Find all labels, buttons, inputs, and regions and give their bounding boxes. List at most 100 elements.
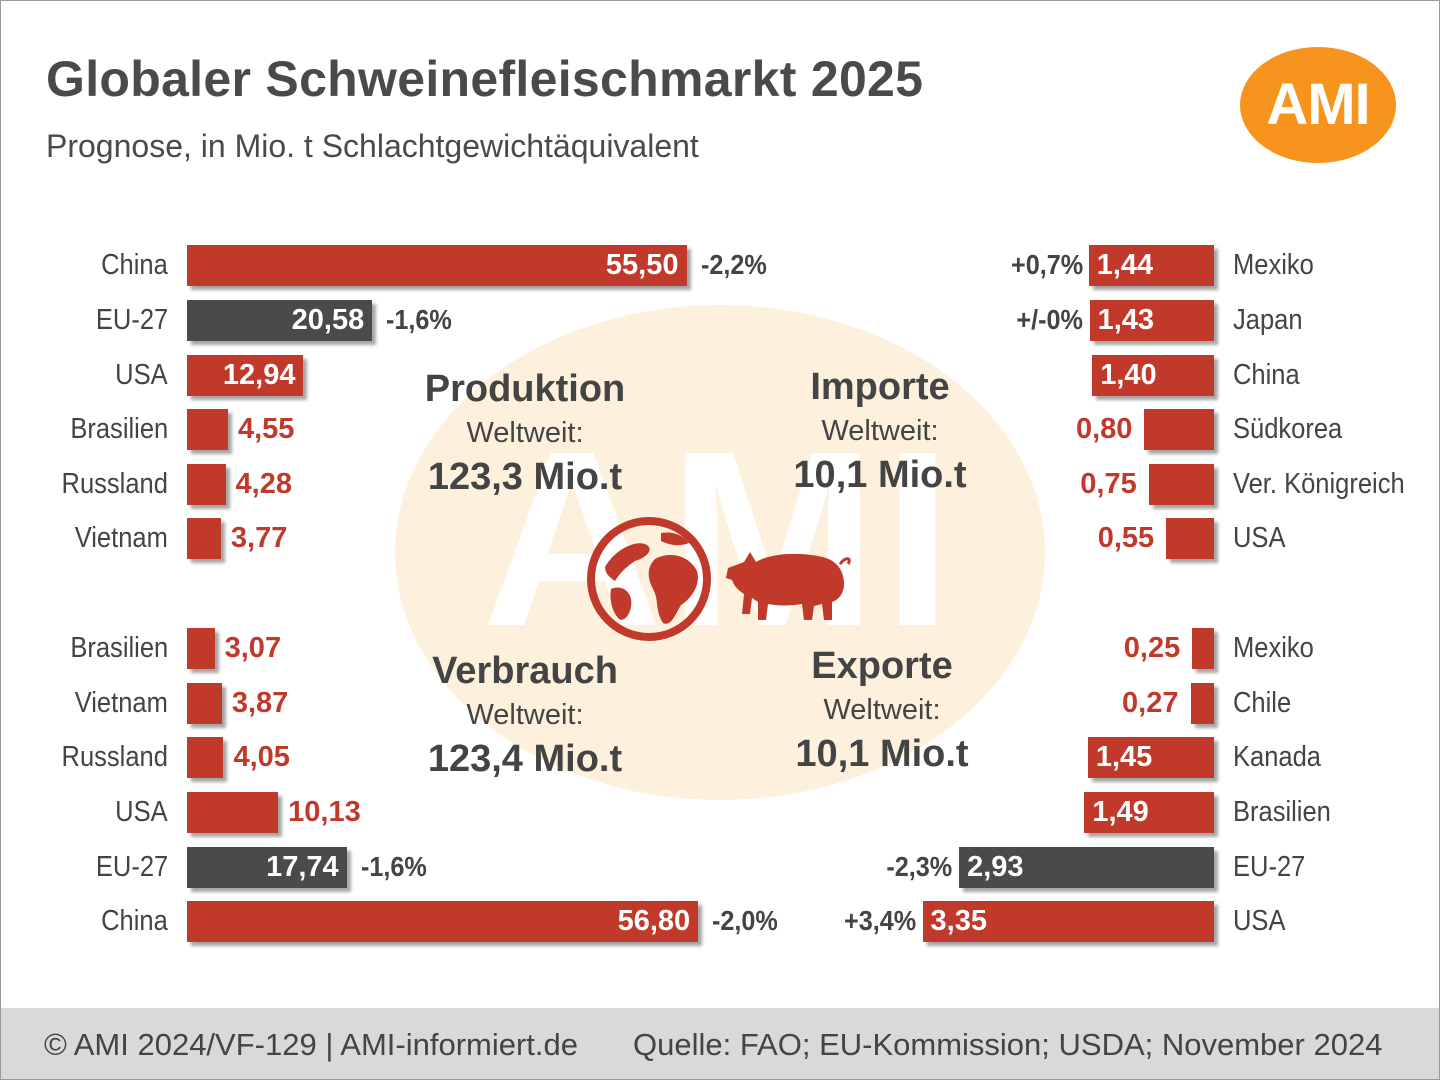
produktion-bar (187, 409, 228, 450)
produktion-category-label: EU-27 (95, 304, 168, 336)
exporte-value-label: 1,45 (1095, 741, 1153, 773)
produktion-box: Produktion Weltweit: 123,3 Mio.t (405, 368, 645, 499)
pig-icon (726, 552, 851, 620)
verbrauch-value-label: 56,80 (617, 905, 691, 937)
importe-box: Importe Weltweit: 10,1 Mio.t (770, 366, 990, 497)
produktion-change-label: -1,6% (386, 304, 453, 335)
produktion-value-label: 4,55 (237, 413, 295, 445)
verbrauch-total: 123,4 Mio.t (427, 738, 623, 780)
verbrauch-bar (187, 901, 699, 942)
exporte-heading: Exporte (811, 645, 953, 687)
importe-sub: Weltweit: (821, 415, 939, 447)
produktion-value-label: 55,50 (605, 249, 679, 281)
verbrauch-bar (187, 792, 279, 833)
footer-source: Quelle: FAO; EU-Kommission; USDA; Novemb… (633, 1027, 1383, 1062)
verbrauch-value-label: 3,87 (231, 687, 289, 719)
verbrauch-sub: Weltweit: (466, 699, 584, 731)
produktion-bar (187, 245, 687, 286)
importe-bar (1144, 409, 1214, 450)
importe-category-label: Japan (1233, 304, 1303, 336)
verbrauch-category-label: EU-27 (95, 851, 168, 883)
produktion-value-label: 12,94 (222, 359, 296, 391)
exporte-box: Exporte Weltweit: 10,1 Mio.t (770, 645, 994, 776)
produktion-sub: Weltweit: (466, 417, 584, 449)
verbrauch-value-label: 10,13 (288, 796, 361, 828)
importe-value-label: 0,75 (1080, 468, 1137, 500)
produktion-value-label: 3,77 (230, 522, 288, 554)
importe-total: 10,1 Mio.t (793, 454, 967, 496)
produktion-value-label: 20,58 (291, 304, 365, 336)
verbrauch-category-label: Vietnam (74, 687, 168, 719)
verbrauch-value-label: 3,07 (224, 632, 282, 664)
exporte-value-label: 0,25 (1123, 632, 1181, 664)
importe-category-label: Mexiko (1233, 249, 1314, 281)
importe-category-label: USA (1233, 522, 1286, 554)
importe-change-label: +0,7% (1010, 249, 1083, 280)
produktion-heading: Produktion (424, 368, 626, 410)
produktion-value-label: 4,28 (235, 468, 292, 500)
importe-value-label: 0,80 (1075, 413, 1133, 445)
exporte-bar (1192, 628, 1214, 669)
exporte-category-label: Mexiko (1233, 632, 1314, 664)
exporte-category-label: EU-27 (1233, 851, 1306, 883)
exporte-bar (1084, 792, 1214, 833)
exporte-value-label: 2,93 (967, 851, 1024, 883)
exporte-category-label: USA (1233, 905, 1286, 937)
verbrauch-heading: Verbrauch (432, 650, 618, 692)
globe-icon (587, 517, 711, 641)
produktion-change-label: -2,2% (700, 249, 767, 280)
exporte-change-label: -2,3% (886, 851, 953, 882)
importe-value-label: 1,43 (1097, 304, 1155, 336)
exporte-category-label: Kanada (1233, 741, 1321, 773)
produktion-category-label: China (101, 249, 168, 281)
importe-category-label: China (1233, 359, 1300, 391)
importe-bar (1088, 245, 1214, 286)
verbrauch-bar (187, 847, 347, 888)
produktion-bar (187, 518, 221, 559)
importe-category-label: Südkorea (1233, 413, 1343, 445)
exporte-total: 10,1 Mio.t (795, 733, 969, 775)
ami-logo: AMI (1240, 47, 1396, 163)
importe-value-label: 0,55 (1097, 522, 1155, 554)
produktion-bar (187, 300, 373, 341)
exporte-category-label: Brasilien (1233, 796, 1331, 828)
watermark-text: AMI (481, 399, 959, 678)
verbrauch-category-label: USA (115, 796, 168, 828)
chart-subtitle: Prognose, in Mio. t Schlachtgewichtäquiv… (46, 128, 699, 164)
verbrauch-category-label: Brasilien (70, 632, 168, 664)
chart-title: Globaler Schweinefleischmarkt 2025 (46, 51, 924, 107)
footer-copyright: © AMI 2024/VF-129 | AMI-informiert.de (44, 1027, 578, 1062)
verbrauch-box: Verbrauch Weltweit: 123,4 Mio.t (405, 650, 645, 781)
produktion-category-label: Brasilien (70, 413, 168, 445)
verbrauch-change-label: -2,0% (712, 905, 779, 936)
produktion-bar (187, 355, 304, 396)
exporte-category-label: Chile (1233, 687, 1292, 719)
importe-bar (1148, 464, 1214, 505)
verbrauch-category-label: Russland (61, 741, 168, 773)
verbrauch-bar (187, 683, 222, 724)
produktion-category-label: USA (115, 359, 168, 391)
importe-value-label: 1,40 (1100, 359, 1157, 391)
exporte-value-label: 0,27 (1122, 687, 1179, 719)
exporte-bar (1190, 683, 1214, 724)
produktion-category-label: Vietnam (74, 522, 168, 554)
verbrauch-bar (187, 628, 215, 669)
verbrauch-value-label: 4,05 (233, 741, 290, 773)
importe-category-label: Ver. Königreich (1233, 468, 1405, 500)
produktion-bar (187, 464, 226, 505)
exporte-value-label: 1,49 (1092, 796, 1149, 828)
produktion-category-label: Russland (61, 468, 168, 500)
importe-heading: Importe (810, 366, 950, 408)
exporte-bar (1087, 737, 1214, 778)
verbrauch-value-label: 17,74 (266, 851, 339, 883)
exporte-change-label: +3,4% (844, 905, 917, 936)
verbrauch-category-label: China (101, 905, 168, 937)
importe-bar (1089, 300, 1214, 341)
importe-bar (1166, 518, 1214, 559)
verbrauch-change-label: -1,6% (360, 851, 427, 882)
exporte-value-label: 3,35 (930, 905, 987, 937)
importe-change-label: +/-0% (1016, 304, 1083, 335)
watermark-ellipse: AMI (395, 305, 1045, 800)
importe-value-label: 1,44 (1096, 249, 1154, 281)
footer-bar (1, 1008, 1439, 1079)
